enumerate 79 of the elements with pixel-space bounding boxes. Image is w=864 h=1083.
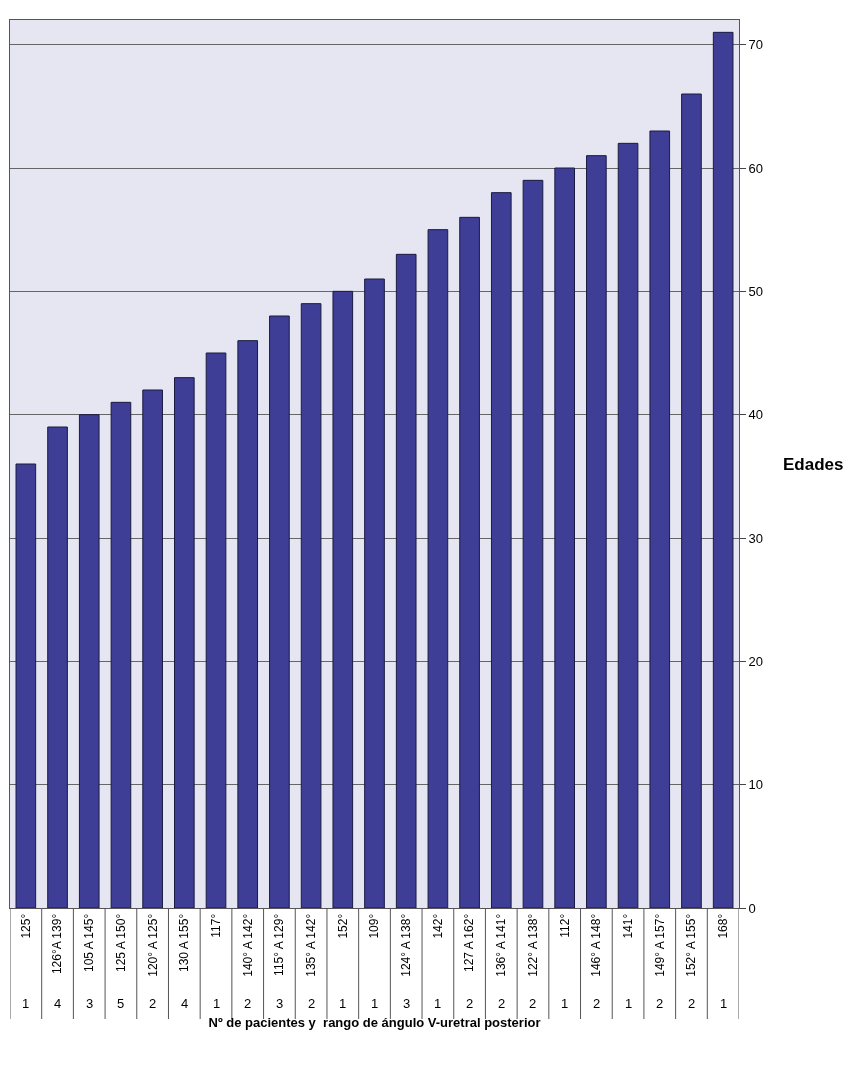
y-tick-label: 30 [748, 530, 764, 546]
x-tick-label: 142° [430, 913, 445, 939]
text: 1 [625, 996, 633, 1011]
bar [237, 340, 259, 908]
text: 4 [181, 996, 189, 1011]
bar [269, 315, 290, 908]
text: 3 [86, 996, 94, 1011]
text: 2 [498, 996, 506, 1011]
bar [300, 303, 322, 908]
text: 3 [403, 996, 411, 1011]
text: 2 [688, 996, 696, 1011]
text: 5 [117, 996, 125, 1011]
text: 3 [276, 996, 284, 1011]
bar [332, 290, 354, 908]
bar [142, 389, 163, 908]
bar [649, 130, 671, 908]
text: 2 [308, 996, 316, 1011]
bar [427, 229, 449, 908]
bar [110, 401, 132, 908]
bar [459, 216, 480, 908]
x-tick-label: 168° [716, 913, 731, 939]
x-tick-label: 117° [208, 913, 223, 938]
y-tick-label: 60 [748, 160, 764, 176]
y-tick-label: 40 [748, 407, 764, 423]
bar [205, 352, 227, 908]
x-tick-label: 115° A 129° [272, 913, 287, 976]
bar [586, 155, 607, 908]
x-tick-label: 140° A 142° [240, 913, 255, 977]
text: 2 [244, 996, 252, 1011]
x-tick-label: 152° [335, 913, 350, 939]
x-tick-label: 109° [367, 913, 382, 939]
bar [395, 253, 417, 908]
bar [617, 142, 639, 908]
x-tick-label: 124° A 138° [399, 913, 414, 977]
bar [522, 179, 544, 908]
y-tick-label: 20 [748, 653, 764, 669]
bar [364, 278, 385, 908]
x-tick-label: 152° A 155° [684, 913, 699, 977]
bar [681, 93, 702, 908]
text: 4 [54, 996, 62, 1011]
x-tick-label: 125° [18, 913, 33, 939]
text: 1 [434, 996, 442, 1011]
text: 2 [466, 996, 474, 1011]
x-tick-label: 130 A 155° [177, 913, 192, 972]
x-tick-label: 149° A 157° [652, 913, 667, 977]
x-tick-label: 135° A 142° [304, 913, 319, 977]
x-tick-label: 122° A 138° [525, 913, 540, 977]
text: 1 [561, 996, 569, 1011]
bar [78, 414, 100, 908]
x-axis-title: Nº de pacientes y rango de ángulo V-uretral posterior [208, 1015, 541, 1031]
text: 1 [371, 996, 379, 1011]
y-tick-label: 10 [748, 777, 764, 793]
x-tick-label: 141° [620, 913, 635, 939]
x-tick-label: 112° [557, 913, 572, 938]
bar [712, 31, 734, 908]
text: 2 [593, 996, 601, 1011]
x-tick-label: 127 A 162° [462, 913, 477, 972]
text: 2 [149, 996, 157, 1011]
y-tick-label: 50 [748, 283, 764, 299]
bar [47, 426, 68, 908]
text: 1 [213, 996, 221, 1011]
x-tick-label: 120° A 125° [145, 913, 160, 977]
y-axis-title: Edades [783, 455, 844, 474]
text: 2 [529, 996, 537, 1011]
y-tick-label: 0 [748, 900, 756, 916]
x-tick-label: 105 A 145° [82, 913, 97, 972]
y-tick-label: 70 [748, 37, 764, 53]
x-tick-label: 146° A 148° [589, 913, 604, 977]
text: 1 [22, 996, 30, 1011]
x-tick-label: 125 A 150° [113, 913, 128, 972]
bar [490, 192, 512, 908]
bar [554, 167, 575, 908]
x-tick-label: 136° A 141° [494, 913, 509, 977]
x-tick-label: 126°A 139° [50, 913, 65, 975]
text: 1 [720, 996, 728, 1011]
text: 1 [339, 996, 347, 1011]
bar [174, 377, 195, 908]
text: 2 [656, 996, 664, 1011]
bar [15, 463, 37, 908]
